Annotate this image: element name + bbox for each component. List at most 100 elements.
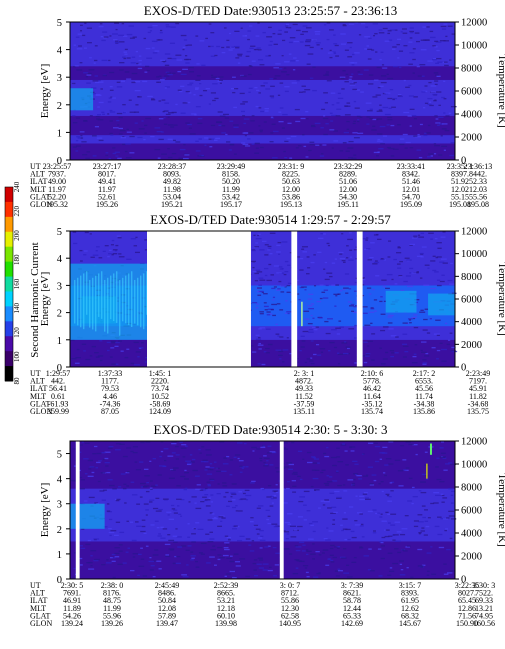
ephemeris-cell: 195.13	[280, 200, 302, 209]
ephemeris-cell: 87.05	[101, 407, 119, 416]
ephemeris-cell: 1177.	[101, 377, 119, 386]
ephemeris-cell: 61.95	[401, 596, 419, 605]
y-tick-label: 3	[57, 500, 62, 511]
colorbar-segment	[5, 321, 13, 337]
colorbar-segment	[5, 187, 13, 203]
ephemeris-cell: 8289.	[339, 170, 357, 179]
ephemeris-cell: 23:36:13	[464, 162, 492, 171]
ephemeris-cell: 50.84	[158, 596, 176, 605]
ephemeris-cell: 13.21	[475, 604, 493, 613]
ephemeris-cell: 442.	[51, 377, 65, 386]
ephemeris-cell: 55.96	[103, 611, 121, 620]
ephemeris-cell: 2:10: 6	[361, 369, 383, 378]
ephemeris-cell: 135.11	[293, 407, 315, 416]
ephemeris-cell: 45.91	[469, 384, 487, 393]
ephemeris-cell: -35.12	[362, 399, 383, 408]
y-tick-label: 5	[57, 18, 62, 29]
intensity-streak	[143, 273, 145, 330]
ephemeris-cell: 73.74	[151, 384, 169, 393]
ephemeris-cell: 50.63	[282, 177, 300, 186]
y-tick-label: 3	[57, 281, 62, 292]
intensity-streak	[74, 279, 76, 324]
colorbar-segment	[5, 261, 13, 278]
y-tick-label: 4	[57, 475, 63, 486]
ephemeris-cell: 150.90	[456, 619, 478, 628]
ephemeris-cell: 11.74	[415, 392, 433, 401]
ephemeris-cell: 195.32	[46, 200, 68, 209]
ephemeris-cell: 52.33	[469, 177, 487, 186]
intensity-streak	[146, 271, 148, 315]
ephemeris-cell: 2:30: 5	[61, 581, 83, 590]
intensity-streak	[89, 279, 91, 328]
y-right-tick-label: 4000	[461, 529, 482, 540]
y-right-tick-label: 0	[461, 156, 466, 167]
ephemeris-cell: 1:37:33	[98, 369, 122, 378]
ephemeris-cell: 142.69	[341, 619, 363, 628]
y-right-tick-label: 6000	[461, 295, 482, 306]
colorbar-tick-label: 220	[13, 206, 21, 217]
ephemeris-cell: 139.47	[156, 619, 178, 628]
ephemeris-cell: 7937.	[48, 170, 66, 179]
intensity-streak	[137, 277, 139, 326]
colorbar-label: Second Harmonic Current	[29, 242, 41, 357]
ephemeris-cell: 2: 3: 1	[294, 369, 314, 378]
colorbar-segment	[5, 306, 13, 322]
y-right-tick-label: 10000	[461, 41, 487, 52]
ephemeris-cell: 8712.	[281, 589, 299, 598]
ephemeris-row-label: UT	[30, 369, 41, 378]
ephemeris-cell: 140.95	[279, 619, 301, 628]
ephemeris-cell: 12.44	[343, 604, 361, 613]
intensity-streak	[429, 443, 432, 455]
intensity-streak	[77, 277, 79, 326]
ephemeris-cell: 2:45:49	[155, 581, 179, 590]
ephemeris-cell: 53.42	[222, 192, 240, 201]
ephemeris-cell: 54.26	[63, 611, 81, 620]
intensity-streak	[107, 277, 109, 334]
y-tick-label: 0	[57, 156, 62, 167]
y-right-tick-label: 12000	[461, 18, 487, 29]
intensity-streak	[134, 279, 136, 324]
ephemeris-cell: 12.00	[339, 185, 357, 194]
ephemeris-cell: 195.08	[449, 200, 471, 209]
ephemeris-cell: 65.45	[458, 596, 476, 605]
y-tick-label: 1	[57, 128, 62, 139]
ephemeris-cell: 54.30	[339, 192, 357, 201]
ephemeris-cell: 11.99	[222, 185, 240, 194]
ephemeris-cell: -61.93	[48, 399, 69, 408]
intensity-hot-spot	[428, 293, 455, 316]
ephemeris-cell: 23:27:17	[93, 162, 121, 171]
ephemeris-cell: 12.01	[402, 185, 420, 194]
ephemeris-cell: 139.26	[101, 619, 123, 628]
ephemeris-cell: 12.00	[282, 185, 300, 194]
colorbar-segment	[5, 246, 13, 263]
ephemeris-cell: 23:35: 1	[447, 162, 473, 171]
ephemeris-cell: 1:29:57	[46, 369, 70, 378]
ephemeris-cell: 135.75	[467, 407, 489, 416]
ephemeris-cell: 11.97	[98, 185, 116, 194]
data-gap	[75, 441, 80, 579]
ephemeris-cell: 62.58	[281, 611, 299, 620]
y-tick-label: 2	[57, 525, 62, 536]
energy-band	[70, 441, 455, 489]
ephemeris-cell: 49.33	[295, 384, 313, 393]
ephemeris-cell: 10.52	[151, 392, 169, 401]
data-gap	[147, 231, 251, 367]
ephemeris-cell: 11.82	[469, 392, 487, 401]
intensity-streak	[98, 273, 100, 317]
ephemeris-row-label: ILAT	[30, 596, 47, 605]
ephemeris-cell: 2:38: 0	[101, 581, 123, 590]
colorbar-tick-label: 180	[13, 254, 21, 265]
ephemeris-row-label: UT	[30, 162, 41, 171]
intensity-streak	[116, 271, 118, 323]
intensity-streak	[104, 279, 106, 332]
colorbar-segment	[5, 201, 13, 218]
ephemeris-cell: 4.46	[103, 392, 117, 401]
data-gap	[356, 231, 363, 367]
ephemeris-cell: 57.89	[158, 611, 176, 620]
ephemeris-table: UTALTILATMLTGLATGLON23:25:577937.49.0011…	[30, 162, 492, 209]
ephemeris-cell: 160.56	[473, 619, 495, 628]
ephemeris-cell: 48.75	[103, 596, 121, 605]
y-right-tick-label: 8000	[461, 64, 482, 75]
intensity-hot-spot	[70, 503, 105, 529]
